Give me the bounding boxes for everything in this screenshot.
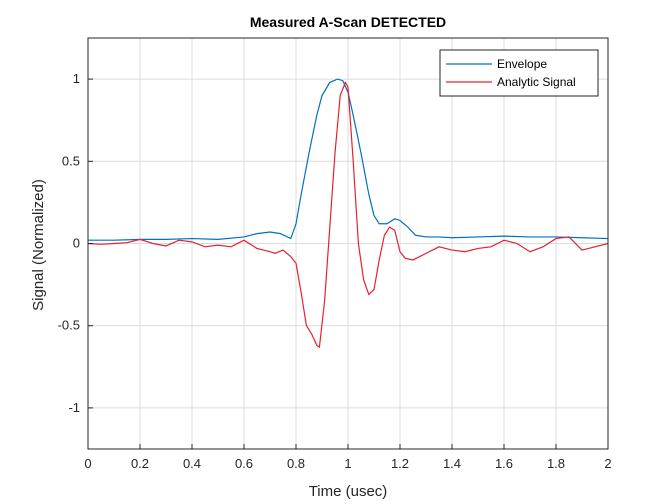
legend-box xyxy=(439,49,599,97)
legend-label-envelope: Envelope xyxy=(497,57,547,71)
x-tick-label: 0 xyxy=(84,456,91,471)
legend-label-analytic-signal: Analytic Signal xyxy=(497,75,576,89)
axis-ticks: 0 0.2 0.4 0.6 0.8 1 1.2 1.4 1.6 1.8 2 -1 -0.5 0 0.5 1 xyxy=(58,71,612,471)
x-tick-label: 2 xyxy=(604,456,611,471)
legend: Envelope Analytic Signal xyxy=(439,49,599,97)
x-tick-label: 1.8 xyxy=(547,456,565,471)
x-tick-label: 0.2 xyxy=(131,456,149,471)
x-tick-label: 1 xyxy=(344,456,351,471)
x-axis-label: Time (usec) xyxy=(309,483,388,500)
y-tick-label: -0.5 xyxy=(58,318,80,333)
series-line-analytic-signal xyxy=(87,80,609,349)
x-tick-label: 1.6 xyxy=(495,456,513,471)
x-tick-label: 1.2 xyxy=(391,456,409,471)
x-tick-label: 0.4 xyxy=(183,456,201,471)
x-tick-label: 0.6 xyxy=(235,456,253,471)
grid xyxy=(87,38,609,449)
y-tick-label: 0 xyxy=(73,236,80,251)
x-tick-label: 1.4 xyxy=(443,456,461,471)
y-axis-label: Signal (Normalized) xyxy=(30,179,47,311)
chart-title: Measured A-Scan DETECTED xyxy=(250,14,446,30)
plot-area xyxy=(87,78,609,349)
x-tick-label: 0.8 xyxy=(287,456,305,471)
y-tick-label: 0.5 xyxy=(62,153,80,168)
y-tick-label: 1 xyxy=(73,71,80,86)
y-tick-label: -1 xyxy=(68,400,80,415)
